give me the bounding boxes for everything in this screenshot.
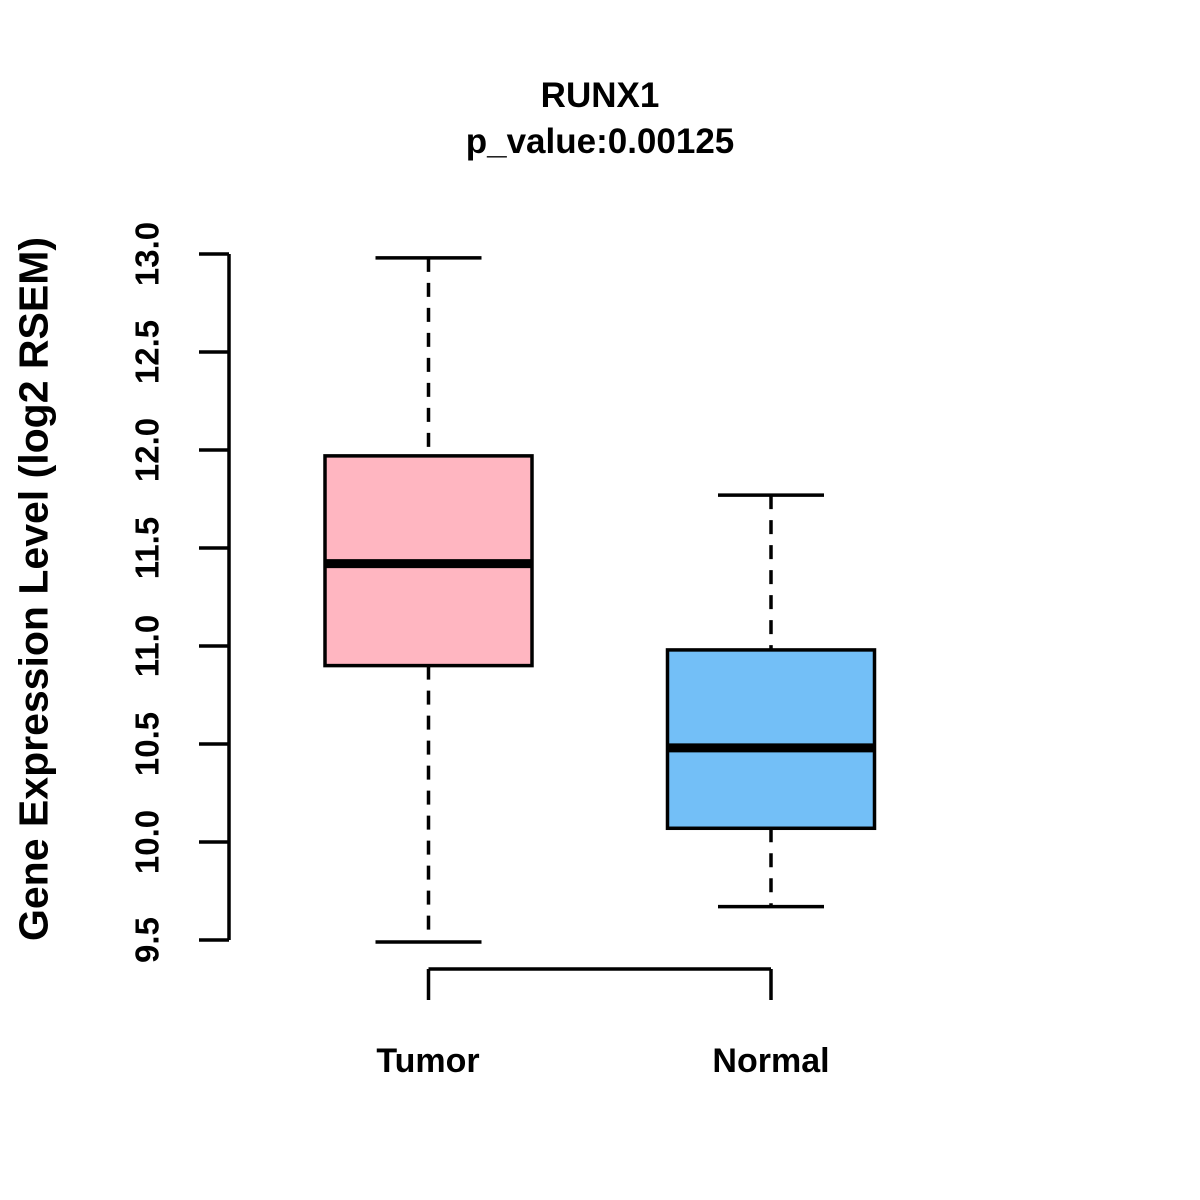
y-tick-label: 11.0 [129,615,166,677]
y-tick-label: 12.5 [129,320,166,384]
y-tick-label: 9.5 [129,917,166,963]
y-tick-label: 13.0 [129,222,166,286]
x-category-label-tumor: Tumor [376,1042,480,1080]
chart-title: RUNX1 [540,76,660,115]
y-tick-label: 10.0 [129,810,166,874]
normal-box [665,648,877,831]
y-tick-label: 12.0 [129,418,166,482]
y-tick-label: 11.5 [129,517,166,579]
x-category-label-normal: Normal [712,1042,830,1080]
y-tick-label: 10.5 [129,712,166,776]
chart-subtitle-pvalue: p_value:0.00125 [465,122,735,161]
